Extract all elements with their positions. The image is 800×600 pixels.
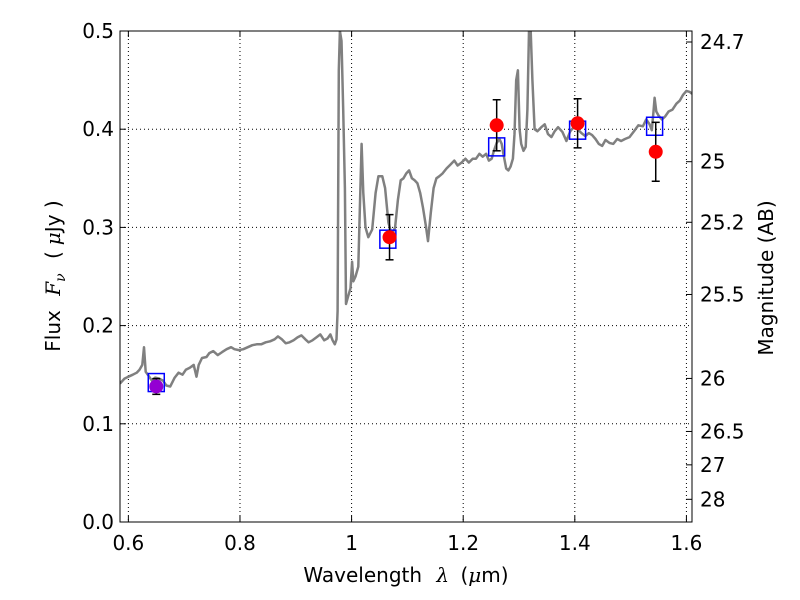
y2-tick-label: 28 [700, 487, 725, 511]
y-tick-label: 0.0 [82, 510, 114, 534]
y-tick-label: 0.1 [82, 412, 114, 436]
x-axis-label-mu: μ [468, 563, 481, 587]
observed-point-marker [382, 230, 397, 245]
y-axis-label-symbol: F [41, 281, 65, 297]
observed-point-marker [570, 116, 585, 131]
model-square-marker [645, 116, 664, 137]
y-axis-label: Flux Fν ( μJy ) [41, 200, 70, 351]
grid [120, 30, 692, 523]
y2-tick-label: 24.7 [700, 30, 745, 54]
y-axis-label-subscript: ν [53, 273, 69, 282]
y-tick-label: 0.2 [82, 314, 114, 338]
y-tick-label: 0.4 [82, 117, 114, 141]
y-axis-label-mu: μ [41, 232, 65, 245]
y-axis-label-unit: Jy ) [41, 200, 65, 234]
y2-axis-label: Magnitude (AB) [754, 200, 778, 355]
y2-axis-ticks: 24.7 25 25.2 25.5 26 26.5 27 28 [686, 30, 745, 511]
spectrum-line [120, 31, 692, 388]
y2-tick-label: 25 [700, 150, 725, 174]
y2-tick-label: 27 [700, 453, 725, 477]
y-axis-label-text: Flux [41, 310, 65, 352]
x-tick-label: 0.8 [224, 531, 256, 555]
x-tick-label: 1.6 [671, 531, 703, 555]
y-axis-ticks: 0.0 0.1 0.2 0.3 0.4 0.5 [82, 19, 126, 534]
spectrum-layer [120, 31, 692, 388]
x-tick-label: 1.4 [559, 531, 591, 555]
y2-tick-label: 25.5 [700, 282, 745, 306]
observed-point-marker [648, 144, 663, 159]
x-axis-label: Wavelength λ (μm) [303, 563, 508, 587]
x-tick-label: 1 [345, 531, 358, 555]
y-axis-label-open: ( [41, 251, 65, 259]
y-tick-label: 0.3 [82, 215, 114, 239]
observed-point-marker [149, 379, 164, 394]
x-tick-label: 0.6 [112, 531, 144, 555]
plot-frame [119, 30, 693, 523]
y-tick-label: 0.5 [82, 19, 114, 43]
x-tick-label: 1.2 [447, 531, 479, 555]
x-axis-label-open: ( [460, 563, 468, 587]
markers-layer [147, 98, 664, 396]
x-axis-label-symbol: λ [435, 563, 449, 587]
x-axis-label-text: Wavelength [303, 563, 422, 587]
observed-point-marker [489, 118, 504, 133]
x-axis-label-unit: m) [481, 563, 508, 587]
y2-tick-label: 25.2 [700, 210, 745, 234]
y2-tick-label: 26.5 [700, 419, 745, 443]
x-axis-ticks: 0.6 0.8 1 1.2 1.4 1.6 [112, 31, 702, 555]
y2-tick-label: 26 [700, 366, 725, 390]
